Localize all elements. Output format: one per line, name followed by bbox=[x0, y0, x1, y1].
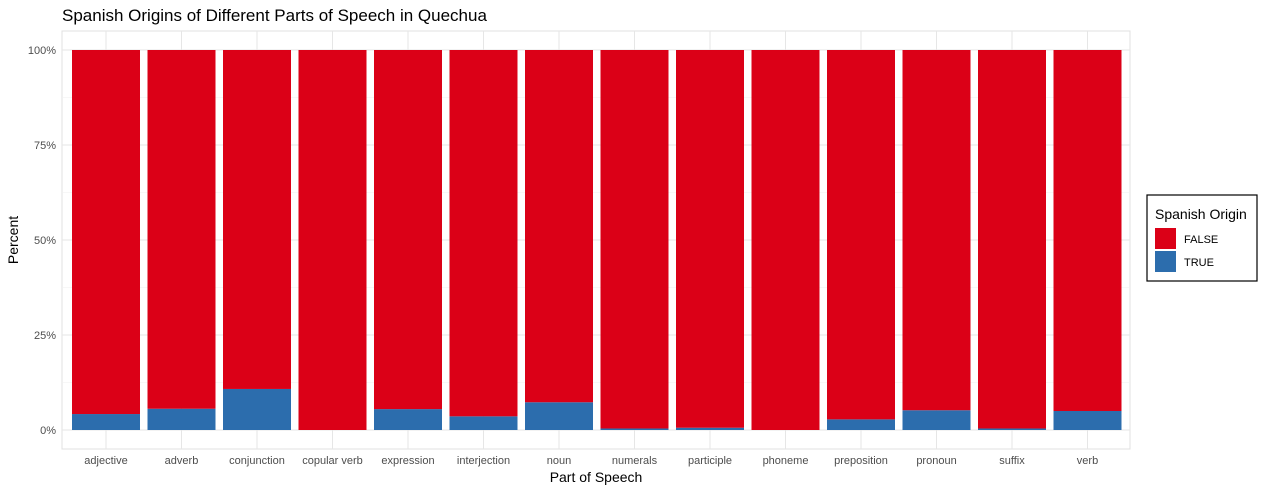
x-tick-label: participle bbox=[688, 455, 732, 467]
legend-label-true: TRUE bbox=[1184, 257, 1214, 269]
legend-swatch-true bbox=[1155, 251, 1176, 272]
bar-false-preposition bbox=[827, 50, 895, 420]
bar-false-pronoun bbox=[902, 50, 971, 411]
x-tick-label: copular verb bbox=[302, 455, 363, 467]
y-tick-label: 50% bbox=[34, 235, 56, 247]
x-tick-label: phoneme bbox=[763, 455, 809, 467]
legend-title: Spanish Origin bbox=[1155, 206, 1247, 222]
bar-false-suffix bbox=[978, 50, 1046, 429]
x-tick-label: adverb bbox=[165, 455, 199, 467]
bar-false-noun bbox=[525, 50, 593, 403]
x-tick-label: expression bbox=[381, 455, 434, 467]
bar-true-participle bbox=[676, 427, 744, 430]
bar-false-adjective bbox=[72, 50, 140, 415]
bar-false-phoneme bbox=[751, 50, 820, 430]
bar-true-preposition bbox=[827, 419, 895, 430]
y-tick-label: 25% bbox=[34, 330, 56, 342]
x-tick-label: verb bbox=[1077, 455, 1098, 467]
chart-title: Spanish Origins of Different Parts of Sp… bbox=[62, 6, 487, 25]
bar-true-suffix bbox=[978, 428, 1046, 430]
bar-true-conjunction bbox=[223, 388, 291, 430]
x-tick-label: noun bbox=[547, 455, 571, 467]
bar-true-numerals bbox=[600, 428, 669, 430]
y-tick-label: 75% bbox=[34, 140, 56, 152]
x-axis-ticks: adjective adverb conjunction copular verb ex… bbox=[84, 455, 1098, 467]
bar-false-interjection bbox=[449, 50, 518, 417]
x-tick-label: numerals bbox=[612, 455, 658, 467]
bar-false-participle bbox=[676, 50, 744, 428]
bar-false-numerals bbox=[600, 50, 669, 429]
legend-label-false: FALSE bbox=[1184, 234, 1218, 246]
bar-false-adverb bbox=[147, 50, 216, 409]
x-tick-label: suffix bbox=[999, 455, 1025, 467]
bar-false-copular-verb bbox=[298, 50, 367, 430]
x-tick-label: pronoun bbox=[916, 455, 956, 467]
x-tick-label: interjection bbox=[457, 455, 510, 467]
bar-true-adjective bbox=[72, 414, 140, 430]
bar-false-expression bbox=[374, 50, 442, 410]
bar-true-pronoun bbox=[902, 410, 971, 430]
y-axis-ticks: 0% 25% 50% 75% 100% bbox=[28, 45, 56, 437]
bar-true-verb bbox=[1053, 411, 1122, 430]
y-tick-label: 100% bbox=[28, 45, 56, 57]
y-axis-title: Percent bbox=[5, 216, 21, 264]
x-tick-label: conjunction bbox=[229, 455, 285, 467]
legend-swatch-false bbox=[1155, 228, 1176, 249]
bar-true-adverb bbox=[147, 408, 216, 430]
x-tick-label: preposition bbox=[834, 455, 888, 467]
bars-layer bbox=[72, 50, 1122, 430]
legend: Spanish Origin FALSE TRUE bbox=[1146, 194, 1258, 282]
x-tick-label: adjective bbox=[84, 455, 127, 467]
legend-entries: FALSE TRUE bbox=[1155, 228, 1218, 272]
y-tick-label: 0% bbox=[40, 425, 56, 437]
bar-false-conjunction bbox=[223, 50, 291, 389]
bar-true-noun bbox=[525, 402, 593, 430]
bar-true-expression bbox=[374, 409, 442, 430]
x-axis-title: Part of Speech bbox=[550, 469, 643, 485]
bar-false-verb bbox=[1053, 50, 1122, 411]
bar-true-interjection bbox=[449, 416, 518, 430]
